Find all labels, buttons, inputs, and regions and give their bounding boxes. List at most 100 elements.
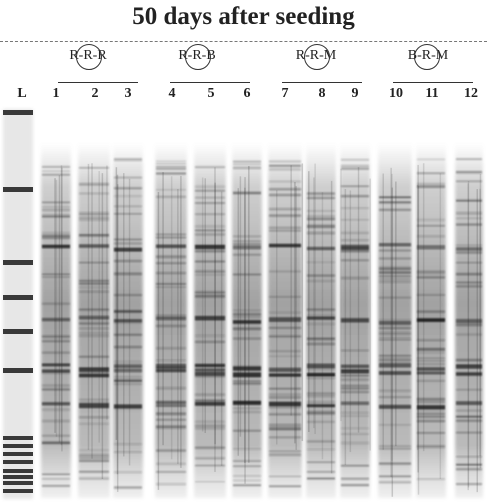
faint-band xyxy=(233,484,261,487)
faint-band xyxy=(456,431,482,434)
faint-band xyxy=(379,201,411,204)
faint-band xyxy=(42,170,70,172)
faint-band xyxy=(307,192,335,195)
faint-band xyxy=(456,285,482,288)
strong-band xyxy=(341,369,369,374)
lane-streak xyxy=(244,187,246,464)
lane-streak xyxy=(395,181,397,447)
faint-band xyxy=(269,485,301,488)
lane-label-4: 4 xyxy=(168,86,176,101)
lane-label-10: 10 xyxy=(389,86,403,101)
faint-band xyxy=(79,327,109,330)
faint-band xyxy=(195,393,225,396)
lane-streak xyxy=(98,171,100,443)
faint-band xyxy=(42,434,70,437)
faint-band xyxy=(42,201,70,204)
faint-band xyxy=(379,338,411,341)
faint-band xyxy=(114,272,142,276)
faint-band xyxy=(456,463,482,466)
ladder-band xyxy=(3,368,33,373)
faint-band xyxy=(379,196,411,199)
faint-band xyxy=(269,349,301,353)
strong-band xyxy=(456,372,482,376)
faint-band xyxy=(114,205,142,208)
faint-band xyxy=(79,416,109,419)
faint-band xyxy=(233,411,261,414)
faint-band xyxy=(456,333,482,336)
faint-band xyxy=(417,432,445,434)
ladder-smear xyxy=(3,109,33,499)
faint-band xyxy=(269,226,301,230)
lane-streak xyxy=(116,174,119,475)
strong-band xyxy=(417,405,445,410)
group-underline-4 xyxy=(393,82,473,83)
lane-streak xyxy=(180,175,182,468)
lane-label-11: 11 xyxy=(425,86,439,101)
group-circle-1 xyxy=(76,44,102,70)
faint-band xyxy=(195,420,225,424)
strong-band xyxy=(79,403,109,409)
lane-streak xyxy=(344,188,347,465)
faint-band xyxy=(307,377,335,379)
strong-band xyxy=(269,367,301,372)
strong-band xyxy=(379,243,411,247)
strong-band xyxy=(307,246,335,251)
faint-band xyxy=(456,261,482,264)
lane-label-5: 5 xyxy=(207,86,215,101)
lane-smear-2 xyxy=(78,143,110,498)
lane-streak xyxy=(330,180,333,474)
faint-band xyxy=(269,396,301,399)
faint-band xyxy=(156,426,186,430)
lane-streak xyxy=(239,176,242,437)
faint-band xyxy=(269,214,301,217)
faint-band xyxy=(195,250,225,253)
strong-band xyxy=(114,319,142,323)
group-underline-1 xyxy=(58,82,138,83)
ladder-band xyxy=(3,295,33,300)
faint-band xyxy=(79,332,109,335)
lane-label-12: 12 xyxy=(464,86,478,101)
faint-band xyxy=(341,441,369,445)
strong-band xyxy=(417,367,445,371)
faint-band xyxy=(307,194,335,196)
faint-band xyxy=(307,477,335,480)
faint-band xyxy=(379,249,411,252)
faint-band xyxy=(233,235,261,238)
lane-streak xyxy=(214,182,216,445)
faint-band xyxy=(195,233,225,236)
faint-band xyxy=(195,213,225,216)
faint-band xyxy=(114,360,142,363)
faint-band xyxy=(114,159,142,162)
faint-band xyxy=(79,402,109,405)
faint-band xyxy=(42,302,70,305)
strong-band xyxy=(114,404,142,409)
strong-band xyxy=(341,401,369,406)
faint-band xyxy=(269,296,301,298)
faint-band xyxy=(456,416,482,418)
faint-band xyxy=(233,460,261,462)
faint-band xyxy=(233,370,261,374)
faint-band xyxy=(341,185,369,187)
faint-band xyxy=(379,462,411,465)
faint-band xyxy=(114,382,142,386)
faint-band xyxy=(79,470,109,473)
bands-layer xyxy=(42,158,482,489)
faint-band xyxy=(379,447,411,450)
faint-band xyxy=(233,309,261,312)
faint-band xyxy=(417,359,445,362)
faint-band xyxy=(79,261,109,264)
group-underline-2 xyxy=(170,82,250,83)
faint-band xyxy=(379,267,411,271)
strong-band xyxy=(79,373,109,378)
faint-band xyxy=(379,275,411,278)
lane-streak xyxy=(391,173,393,461)
faint-band xyxy=(417,182,445,186)
faint-band xyxy=(456,212,482,215)
faint-band xyxy=(341,249,369,253)
faint-band xyxy=(79,213,109,216)
strong-band xyxy=(307,404,335,408)
faint-band xyxy=(79,449,109,452)
strong-band xyxy=(156,316,186,321)
lane-streak xyxy=(369,178,371,451)
faint-band xyxy=(79,211,109,214)
